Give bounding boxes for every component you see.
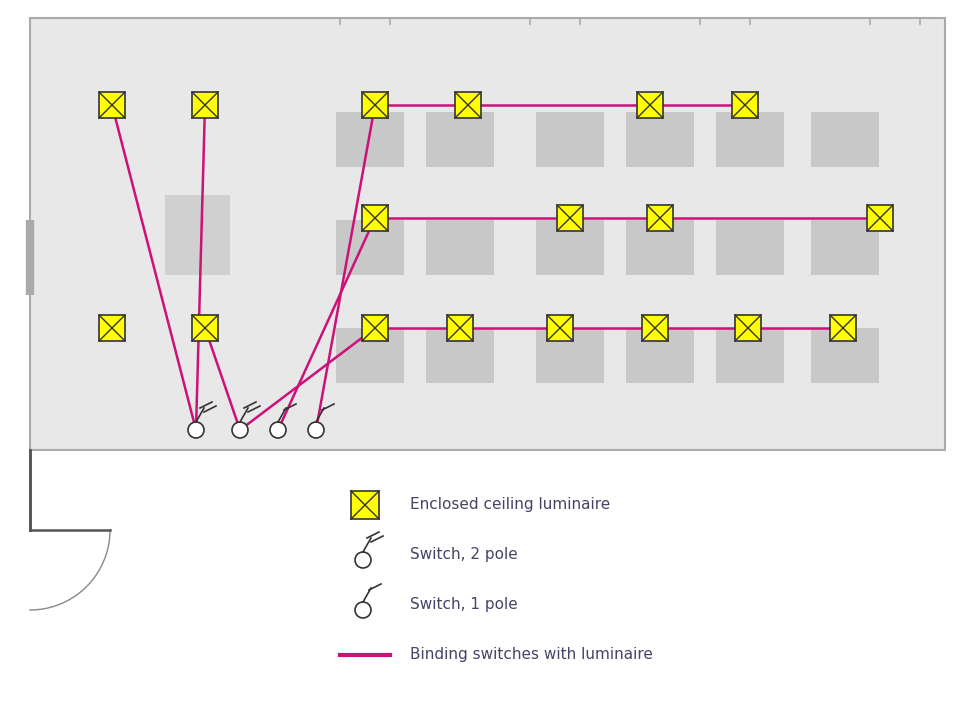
Bar [735, 315, 761, 341]
Bar [362, 92, 388, 118]
Ellipse shape [308, 422, 324, 438]
Bar [830, 315, 856, 341]
Bar [536, 328, 604, 383]
Ellipse shape [270, 422, 286, 438]
Bar [362, 205, 388, 231]
Bar [642, 315, 668, 341]
Bar [647, 205, 673, 231]
Bar [362, 315, 388, 341]
Bar [626, 220, 694, 275]
Bar [811, 328, 879, 383]
Bar [811, 220, 879, 275]
Bar [165, 195, 230, 275]
Ellipse shape [355, 552, 371, 568]
Bar [547, 315, 573, 341]
Bar [336, 328, 404, 383]
Bar [716, 220, 784, 275]
Bar [811, 112, 879, 167]
Bar [99, 92, 125, 118]
Bar [192, 92, 218, 118]
Text: Switch, 2 pole: Switch, 2 pole [410, 547, 518, 563]
Bar [536, 112, 604, 167]
Bar [732, 92, 758, 118]
Text: Binding switches with luminaire: Binding switches with luminaire [410, 647, 653, 662]
Bar [716, 328, 784, 383]
Bar [351, 491, 380, 520]
Bar [626, 328, 694, 383]
Bar [716, 112, 784, 167]
Bar [426, 328, 494, 383]
Bar [626, 112, 694, 167]
Bar [536, 220, 604, 275]
Text: Enclosed ceiling luminaire: Enclosed ceiling luminaire [410, 498, 610, 513]
Bar [336, 220, 404, 275]
Bar [30, 18, 945, 450]
Bar [192, 315, 218, 341]
Ellipse shape [355, 602, 371, 618]
Bar [426, 220, 494, 275]
Bar [637, 92, 663, 118]
Bar [557, 205, 583, 231]
Bar [867, 205, 893, 231]
Ellipse shape [232, 422, 248, 438]
Bar [336, 112, 404, 167]
Bar [455, 92, 481, 118]
Bar [447, 315, 473, 341]
Bar [99, 315, 125, 341]
Ellipse shape [188, 422, 204, 438]
Text: Switch, 1 pole: Switch, 1 pole [410, 597, 518, 613]
Bar [426, 112, 494, 167]
